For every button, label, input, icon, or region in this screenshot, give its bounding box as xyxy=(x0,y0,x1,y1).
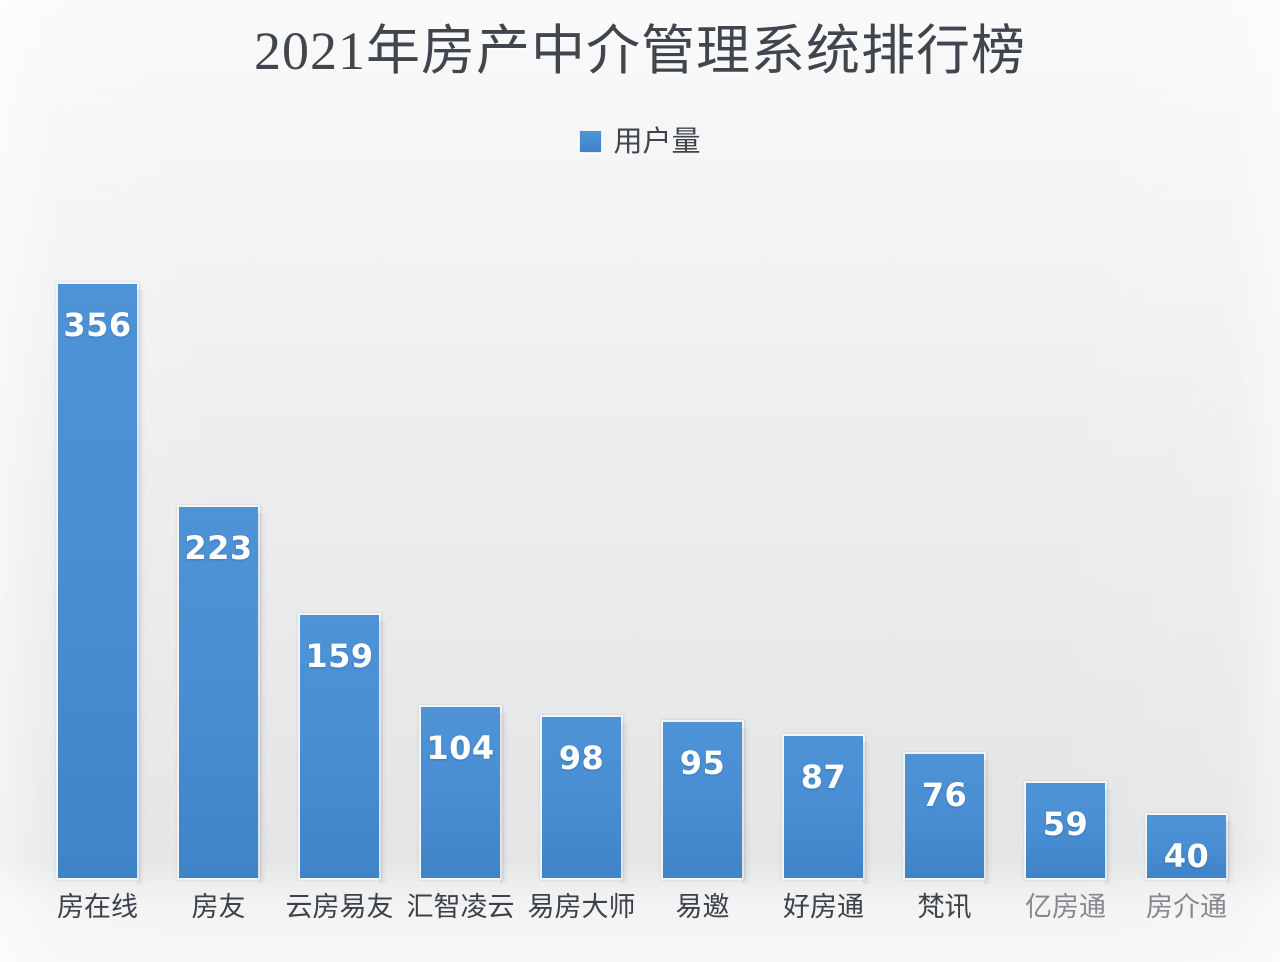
bar[interactable]: 159 xyxy=(298,613,388,884)
bar-value-label: 356 xyxy=(63,306,132,344)
bar[interactable]: 104 xyxy=(419,705,509,884)
x-axis-category-label: 房在线 xyxy=(57,892,138,923)
x-axis-category-label: 好房通 xyxy=(783,892,864,923)
x-axis-category-label: 易房大师 xyxy=(527,892,636,923)
bar-value-label: 87 xyxy=(800,758,847,796)
bar[interactable]: 59 xyxy=(1024,781,1114,884)
bar-value-label: 104 xyxy=(426,729,495,767)
x-axis-category-label: 云房易友 xyxy=(285,892,394,923)
x-axis-category-label: 易邀 xyxy=(675,892,730,923)
bar-group: 159 云房易友 xyxy=(286,613,394,923)
chart-title: 2021年房产中介管理系统排行榜 xyxy=(254,21,1026,81)
legend-square-marker-icon xyxy=(579,129,603,153)
x-axis-category-label: 梵讯 xyxy=(917,892,972,923)
bar-group: 95 易邀 xyxy=(661,720,751,923)
bar[interactable]: 87 xyxy=(782,734,872,884)
bar[interactable]: 95 xyxy=(661,720,751,884)
bar-value-label: 76 xyxy=(921,776,968,814)
bar-group: 223 房友 xyxy=(177,505,267,923)
x-axis-category-label: 房介通 xyxy=(1146,892,1227,923)
x-axis-category-label: 汇智凌云 xyxy=(406,892,515,923)
x-axis-category-label: 亿房通 xyxy=(1025,892,1106,923)
bar-group: 76 梵讯 xyxy=(903,752,993,923)
bar-group: 59 亿房通 xyxy=(1024,781,1114,923)
legend-item-user-count: 用户量 xyxy=(579,124,701,158)
bar-group: 98 易房大师 xyxy=(528,715,636,923)
bar-value-label: 95 xyxy=(679,744,726,782)
bar-group: 356 房在线 xyxy=(56,282,146,923)
chart-legend: 用户量 xyxy=(0,126,1280,156)
bar[interactable]: 40 xyxy=(1145,813,1235,884)
bar-value-label: 59 xyxy=(1042,805,1089,843)
bar-value-label: 40 xyxy=(1163,837,1210,875)
bar-value-label: 159 xyxy=(305,637,374,675)
bar-group: 87 好房通 xyxy=(782,734,872,923)
bar-value-label: 223 xyxy=(184,529,253,567)
bar-group: 40 房介通 xyxy=(1145,813,1235,923)
legend-item-label: 用户量 xyxy=(613,124,701,158)
bar[interactable]: 98 xyxy=(540,715,630,884)
bar-value-label: 98 xyxy=(558,739,605,777)
bar-group: 104 汇智凌云 xyxy=(407,705,515,923)
x-axis-category-label: 房友 xyxy=(191,892,246,923)
bar[interactable]: 223 xyxy=(177,505,267,884)
bar[interactable]: 356 xyxy=(56,282,146,884)
bar[interactable]: 76 xyxy=(903,752,993,884)
